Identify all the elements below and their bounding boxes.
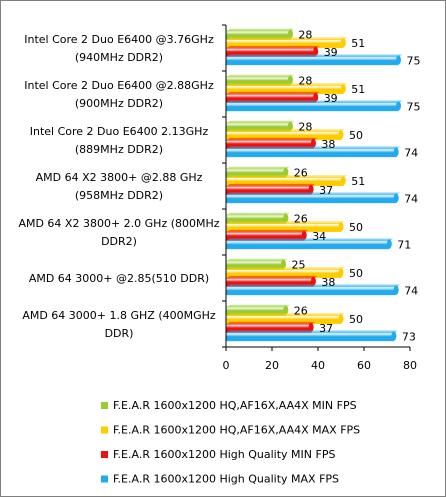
bar [225,330,398,342]
data-label: 71 [397,238,411,251]
legend: F.E.A.R 1600x1200 HQ,AF16X,AA4X MIN FPS F… [101,399,360,486]
category-labels: Intel Core 2 Duo E6400 @3.76GHz (940MHz D… [18,33,219,340]
legend-item: F.E.A.R 1600x1200 HQ,AF16X,AA4X MAX FPS [101,424,360,437]
category-label: AMD 64 3000+ 1.8 GHZ (400MGHz DDR) [22,309,216,340]
x-tick-label: 80 [403,359,417,372]
data-label: 37 [319,322,333,335]
data-label: 51 [351,37,365,50]
bar [225,192,401,204]
bars [225,28,403,342]
data-label: 25 [292,259,306,272]
data-label: 37 [319,184,333,197]
data-label: 74 [404,192,418,205]
legend-swatch [101,426,108,434]
data-label: 51 [351,175,365,188]
bar [225,146,401,158]
data-label: 73 [402,330,416,343]
legend-label: F.E.A.R 1600x1200 HQ,AF16X,AA4X MAX FPS [113,424,360,437]
category-label: Intel Core 2 Duo E6400 @3.76GHz (940MHz D… [24,33,214,64]
x-tick-label: 0 [223,359,230,372]
legend-label: F.E.A.R 1600x1200 HQ,AF16X,AA4X MIN FPS [113,399,357,412]
x-axis: 0 20 40 60 80 [222,24,417,372]
data-labels: 28 51 39 75 28 51 39 75 28 50 38 74 26 51 37 74 26 50 34 71… [292,29,421,344]
data-label: 34 [312,230,326,243]
bar [225,45,320,57]
bar [225,238,394,250]
category-label: Intel Core 2 Duo E6400 @2.88GHz (900MHz D… [24,79,214,110]
category-label: AMD 64 3000+ @2.85(510 DDR) [29,272,209,285]
bar [225,83,348,94]
data-label: 51 [351,83,365,96]
legend-label: F.E.A.R 1600x1200 High Quality MIN FPS [113,448,335,461]
bar [225,28,295,40]
data-label: 26 [294,213,308,226]
legend-swatch [101,402,108,409]
category-label: AMD 64 X2 3800+ 2.0 GHz (800MHz DDR2) [18,217,219,248]
bar [225,100,403,112]
legend-label: F.E.A.R 1600x1200 High Quality MAX FPS [113,473,339,486]
data-label: 28 [298,75,312,88]
data-label: 50 [349,129,363,142]
data-label: 39 [324,46,338,59]
x-tick-label: 40 [311,359,325,372]
bar [225,284,401,296]
data-label: 38 [321,276,335,289]
legend-swatch [101,475,108,483]
data-label: 38 [321,138,335,151]
bar [225,54,403,66]
data-label: 50 [349,221,363,234]
legend-swatch [101,451,108,458]
bar [225,183,316,195]
x-tick-label: 20 [265,359,279,372]
x-tick-label: 60 [357,359,371,372]
data-label: 50 [349,313,363,326]
data-label: 28 [298,121,312,134]
legend-item: F.E.A.R 1600x1200 High Quality MIN FPS [101,448,335,461]
bar [225,166,290,178]
data-label: 39 [324,92,338,105]
data-label: 50 [349,267,363,280]
data-label: 26 [294,167,308,180]
data-label: 75 [407,54,421,67]
category-label: AMD 64 X2 3800+ @2.88 GHz (958MHz DDR2) [36,171,203,202]
data-label: 74 [404,146,418,159]
legend-item: F.E.A.R 1600x1200 High Quality MAX FPS [101,473,339,486]
data-label: 74 [404,284,418,297]
category-label: Intel Core 2 Duo E6400 2.13GHz (889MHz DD… [30,125,209,156]
data-label: 26 [294,305,308,318]
data-label: 28 [298,29,312,42]
data-label: 75 [407,100,421,113]
legend-item: F.E.A.R 1600x1200 HQ,AF16X,AA4X MIN FPS [101,399,357,412]
